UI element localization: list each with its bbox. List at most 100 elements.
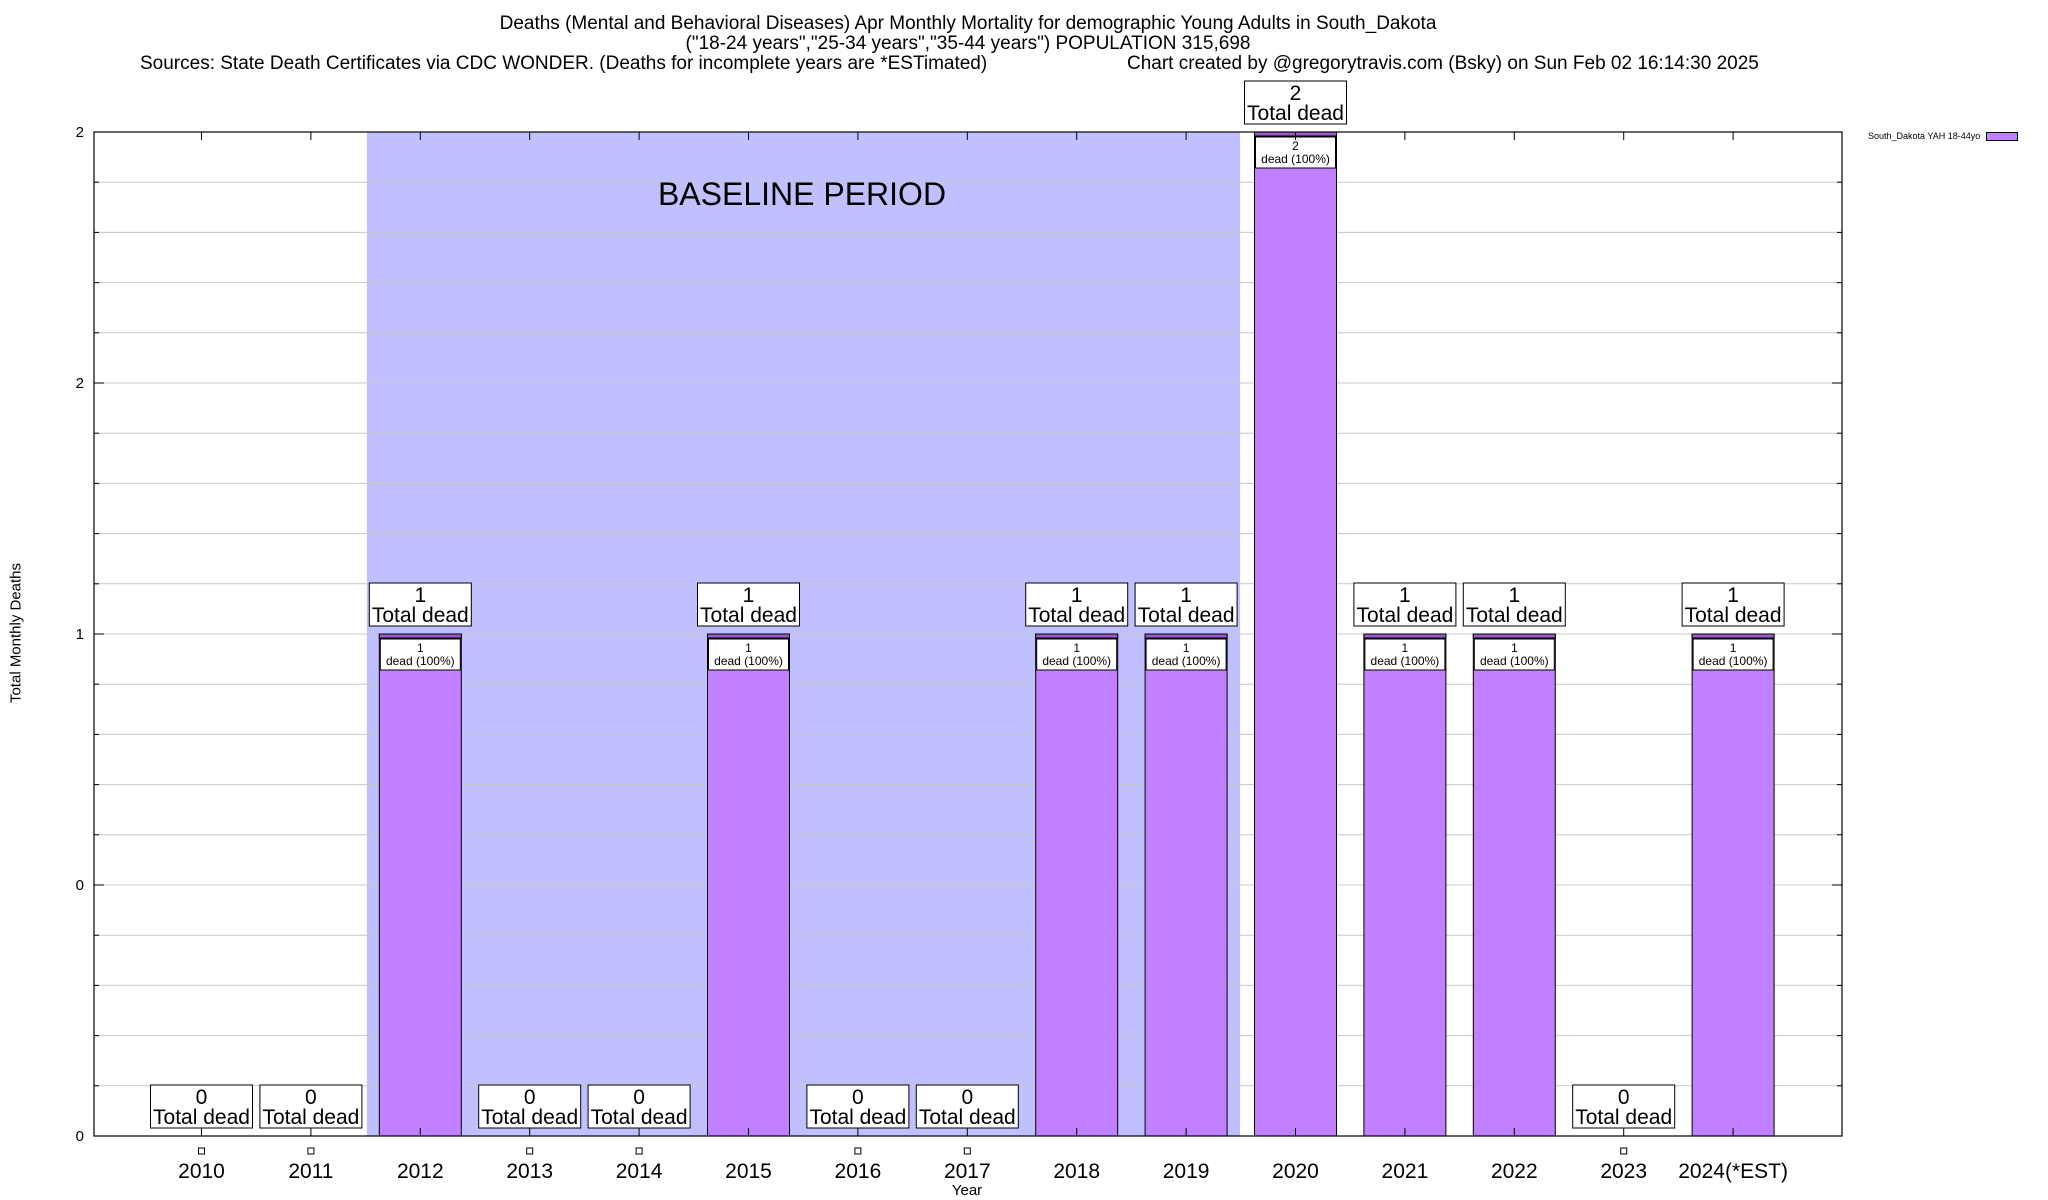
- total-label-text: Total dead: [1685, 604, 1782, 627]
- x-axis-label: Year: [951, 1182, 983, 1199]
- y-axis-label: Total Monthly Deaths: [7, 562, 25, 704]
- zero-marker: [307, 1147, 315, 1155]
- chart-source-note: Sources: State Death Certificates via CD…: [140, 53, 988, 74]
- bar: [378, 633, 462, 1137]
- bar-cap: [1144, 633, 1228, 639]
- bar-label-text: dead (100%): [1371, 654, 1440, 668]
- x-tick-label: 2022: [1491, 1160, 1538, 1183]
- total-label-value: 0: [305, 1086, 317, 1109]
- total-label-value: 1: [1071, 584, 1083, 607]
- bar: [1254, 131, 1337, 1137]
- total-label-box: [1353, 582, 1457, 627]
- total-label-box: [1462, 582, 1566, 627]
- x-tick-label: 2024(*EST): [1678, 1160, 1788, 1183]
- bar-label-text: dead (100%): [1699, 654, 1768, 668]
- bar-label-text: dead (100%): [1152, 654, 1221, 668]
- zero-marker: [635, 1147, 643, 1155]
- total-label-text: Total dead: [262, 1106, 359, 1129]
- bar-label-value: 1: [1402, 641, 1409, 655]
- total-label-text: Total dead: [1028, 604, 1125, 627]
- total-label-text: Total dead: [153, 1106, 250, 1129]
- legend: South_Dakota YAH 18-44yo: [1868, 131, 2019, 141]
- total-label-box: [478, 1084, 582, 1129]
- x-tick-label: 2014: [616, 1160, 663, 1183]
- bar: [1472, 633, 1556, 1137]
- bar-label-text: dead (100%): [714, 654, 783, 668]
- bar-label-text: dead (100%): [1042, 654, 1111, 668]
- total-label-box: [259, 1084, 363, 1129]
- bar-label-value: 1: [1073, 641, 1080, 655]
- total-label-box: [587, 1084, 691, 1129]
- total-label-text: Total dead: [1247, 102, 1344, 125]
- bar: [1035, 633, 1119, 1137]
- total-label-text: Total dead: [481, 1106, 578, 1129]
- bar-label-box: [1255, 136, 1336, 169]
- total-label-text: Total dead: [700, 604, 797, 627]
- bar-label-box: [1364, 638, 1446, 671]
- bar-cap: [707, 633, 790, 639]
- x-tick-label: 2021: [1382, 1160, 1429, 1183]
- total-label-text: Total dead: [1356, 604, 1453, 627]
- y-tick-label: 2: [76, 124, 84, 141]
- bar-label-box: [1145, 638, 1227, 671]
- bar-label-text: dead (100%): [1261, 152, 1330, 166]
- total-label-box: [150, 1084, 253, 1129]
- x-tick-label: 2012: [397, 1160, 444, 1183]
- total-label-value: 1: [414, 584, 426, 607]
- total-label-box: [1244, 80, 1347, 125]
- chart-title-line-1: Deaths (Mental and Behavioral Diseases) …: [499, 13, 1437, 34]
- total-label-text: Total dead: [919, 1106, 1016, 1129]
- total-label-value: 0: [196, 1086, 208, 1109]
- y-tick-label: 0: [76, 877, 84, 894]
- x-tick-label: 2019: [1163, 1160, 1210, 1183]
- x-tick-label: 2023: [1600, 1160, 1647, 1183]
- total-label-text: Total dead: [1138, 604, 1235, 627]
- zero-marker: [526, 1147, 534, 1155]
- bar-cap: [1035, 633, 1119, 639]
- total-label-text: Total dead: [1575, 1106, 1672, 1129]
- x-tick-label: 2020: [1272, 1160, 1319, 1183]
- bar-label-value: 1: [745, 641, 752, 655]
- y-tick-label: 2: [76, 375, 84, 392]
- x-tick-label: 2017: [944, 1160, 991, 1183]
- total-label-value: 2: [1290, 82, 1302, 105]
- bar-label-box: [708, 638, 789, 671]
- bar-label-value: 1: [1183, 641, 1190, 655]
- zero-marker: [854, 1147, 862, 1155]
- bar-label-text: dead (100%): [1480, 654, 1549, 668]
- bar: [1144, 633, 1228, 1137]
- bar-label-text: dead (100%): [386, 654, 455, 668]
- total-label-value: 1: [1508, 584, 1520, 607]
- bar-label-box: [1692, 638, 1774, 671]
- total-label-value: 1: [1180, 584, 1192, 607]
- bar-label-box: [1473, 638, 1555, 671]
- total-label-value: 1: [1399, 584, 1411, 607]
- total-label-box: [1572, 1084, 1676, 1129]
- total-label-box: [697, 582, 800, 627]
- total-label-box: [1134, 582, 1238, 627]
- total-label-value: 1: [743, 584, 755, 607]
- x-tick-label: 2018: [1053, 1160, 1100, 1183]
- total-label-box: [1025, 582, 1129, 627]
- x-tick-label: 2013: [506, 1160, 553, 1183]
- total-label-box: [806, 1084, 910, 1129]
- total-label-value: 0: [1618, 1086, 1630, 1109]
- bar-label-box: [379, 638, 461, 671]
- total-label-text: Total dead: [809, 1106, 906, 1129]
- total-label-text: Total dead: [1466, 604, 1563, 627]
- baseline-period-label: BASELINE PERIOD: [658, 176, 946, 212]
- bar: [1691, 633, 1775, 1137]
- bar-cap: [1472, 633, 1556, 639]
- x-tick-label: 2016: [835, 1160, 882, 1183]
- chart-credit-note: Chart created by @gregorytravis.com (Bsk…: [1127, 53, 1759, 74]
- bar-label-box: [1036, 638, 1118, 671]
- chart-title-line-2: ("18-24 years","25-34 years","35-44 year…: [685, 33, 1251, 54]
- legend-series-swatch: [1986, 131, 2019, 141]
- total-label-text: Total dead: [591, 1106, 688, 1129]
- bar-cap: [378, 633, 462, 639]
- total-label-box: [1681, 582, 1785, 627]
- y-tick-label: 0: [76, 1128, 84, 1145]
- x-tick-label: 2011: [288, 1160, 333, 1183]
- bar-cap: [1691, 633, 1775, 639]
